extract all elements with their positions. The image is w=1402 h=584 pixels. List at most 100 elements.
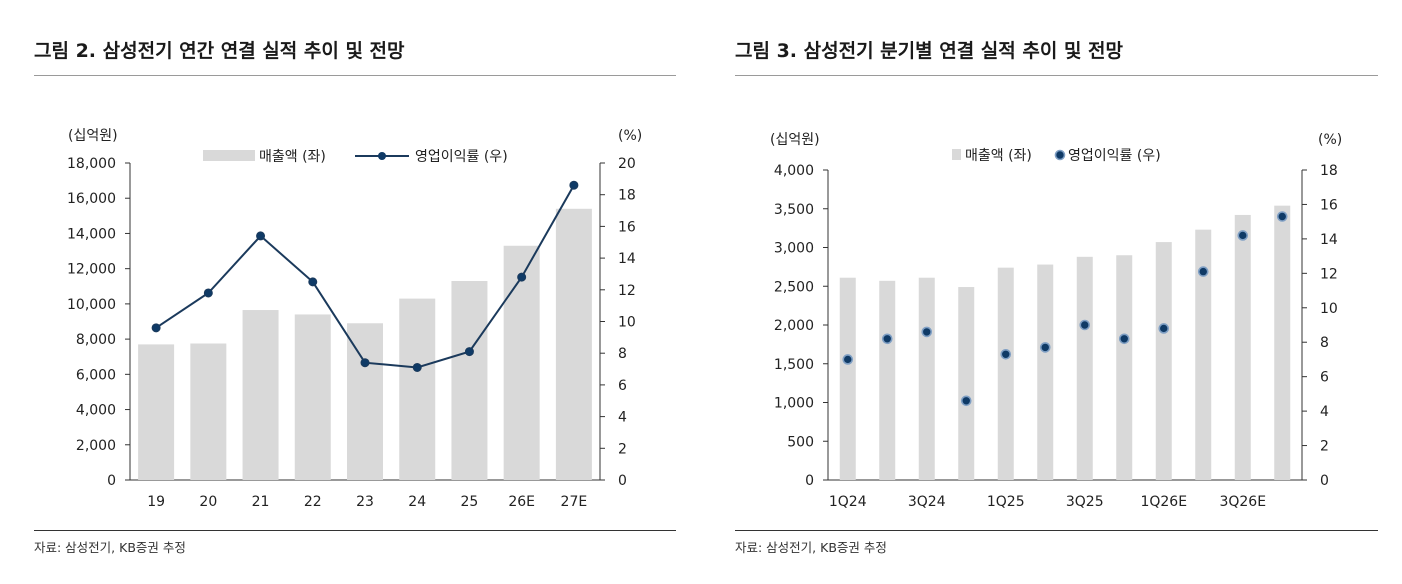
x-tick-label: 3Q24 — [908, 494, 946, 510]
source-note: 자료: 삼성전기, KB증권 추정 — [34, 540, 186, 555]
legend-line-label: 영업이익률 (우) — [415, 149, 508, 165]
right-tick-label: 2 — [618, 441, 627, 457]
annual-chart: 0 2,000 4,000 6,000 8,000 10,000 12,000 14,000 1… — [67, 128, 642, 510]
bar-2Q26E — [1195, 229, 1212, 480]
left-tick-label: 2,000 — [76, 438, 116, 454]
bar-1Q25 — [997, 267, 1014, 480]
right-tick-label: 2 — [1320, 439, 1329, 455]
left-tick-label: 4,000 — [76, 403, 116, 419]
left-tick-label: 500 — [787, 434, 814, 450]
right-tick-label: 16 — [618, 219, 636, 235]
right-tick-label: 4 — [1320, 404, 1329, 420]
left-tick-label: 14,000 — [67, 226, 116, 242]
bar-3Q25 — [1076, 256, 1093, 480]
bar-1Q26E — [1155, 242, 1172, 480]
margin-point-4Q24 — [960, 395, 972, 407]
left-tick-label: 0 — [805, 473, 814, 489]
bar-3Q24 — [918, 277, 935, 480]
right-tick-label: 16 — [1320, 197, 1338, 213]
left-tick-label: 12,000 — [67, 262, 116, 278]
margin-point-22 — [308, 277, 318, 287]
right-tick-label: 10 — [1320, 301, 1338, 317]
source-divider — [34, 530, 676, 531]
right-tick-label: 0 — [1320, 473, 1329, 489]
x-tick-label: 23 — [356, 494, 374, 510]
right-tick-label: 12 — [618, 283, 636, 299]
right-tick-label: 8 — [618, 346, 627, 362]
bar-23 — [347, 323, 383, 480]
figure-title: 그림 2. 삼성전기 연간 연결 실적 추이 및 전망 — [34, 40, 405, 62]
figure-panel-annual: 그림 2. 삼성전기 연간 연결 실적 추이 및 전망 0 2,000 4,000 6… — [0, 0, 700, 584]
margin-point-1Q24 — [842, 354, 854, 365]
x-tick-label: 19 — [147, 494, 165, 510]
x-tick-label: 25 — [461, 494, 479, 510]
margin-point-21 — [256, 231, 266, 241]
right-tick-label: 14 — [1320, 232, 1338, 248]
margin-point-4Q26E — [1276, 211, 1288, 222]
margin-point-3Q24 — [921, 326, 933, 338]
left-tick-label: 8,000 — [76, 332, 116, 348]
right-tick-label: 12 — [1320, 266, 1338, 282]
left-tick-label: 2,000 — [774, 318, 814, 334]
left-tick-label: 1,000 — [774, 396, 814, 412]
margin-point-26E — [517, 272, 527, 282]
right-tick-label: 6 — [1320, 370, 1329, 386]
right-tick-label: 0 — [618, 473, 627, 489]
x-tick-label: 3Q25 — [1066, 494, 1104, 510]
bar-19 — [138, 344, 175, 480]
left-tick-label: 0 — [107, 473, 116, 489]
left-tick-label: 1,500 — [774, 357, 814, 373]
margin-point-3Q25 — [1079, 319, 1091, 331]
legend-bar-swatch — [203, 150, 255, 161]
margin-point-25 — [464, 347, 474, 357]
right-tick-label: 18 — [1320, 163, 1338, 179]
quarterly-chart: 0 500 1,000 1,500 2,000 2,500 3,000 3,500 4,000 0… — [770, 132, 1342, 510]
x-tick-label: 1Q24 — [829, 494, 867, 510]
right-tick-label: 20 — [618, 156, 636, 172]
left-tick-label: 2,500 — [774, 279, 814, 295]
bar-22 — [294, 314, 331, 480]
left-axis-unit: (십억원) — [68, 128, 118, 144]
legend-point-marker — [1054, 149, 1066, 161]
bar-21 — [242, 310, 279, 480]
margin-point-20 — [203, 288, 213, 298]
right-tick-label: 4 — [618, 410, 627, 426]
source-divider — [735, 530, 1378, 531]
margin-point-2Q25 — [1039, 342, 1051, 353]
left-axis-unit: (십억원) — [770, 132, 820, 148]
left-tick-label: 4,000 — [774, 163, 814, 179]
margin-point-2Q24 — [881, 333, 893, 345]
bar-27E — [555, 208, 592, 481]
x-tick-label: 1Q26E — [1140, 494, 1187, 510]
title-divider — [735, 75, 1378, 76]
left-tick-label: 10,000 — [67, 297, 116, 313]
bar-4Q26E — [1274, 205, 1291, 480]
x-tick-label: 3Q26E — [1219, 494, 1266, 510]
bar-26E — [503, 245, 540, 480]
bar-4Q25 — [1116, 255, 1133, 480]
left-tick-label: 18,000 — [67, 156, 116, 172]
bar-3Q26E — [1234, 214, 1251, 480]
left-tick-label: 3,000 — [774, 241, 814, 257]
margin-point-3Q26E — [1237, 230, 1249, 241]
x-tick-label: 21 — [252, 494, 270, 510]
margin-point-2Q26E — [1197, 266, 1209, 277]
right-axis-unit: (%) — [1318, 132, 1342, 148]
figure-panel-quarterly: 그림 3. 삼성전기 분기별 연결 실적 추이 및 전망 0 500 1,000 1,… — [700, 0, 1402, 584]
margin-point-27E — [569, 180, 579, 190]
figure-title: 그림 3. 삼성전기 분기별 연결 실적 추이 및 전망 — [735, 40, 1123, 62]
x-tick-label: 24 — [408, 494, 426, 510]
margin-point-4Q25 — [1118, 333, 1130, 345]
margin-point-1Q26E — [1158, 323, 1170, 334]
x-tick-label: 20 — [199, 494, 217, 510]
bar-2Q24 — [879, 280, 896, 480]
x-tick-label: 26E — [508, 494, 535, 510]
bar-20 — [190, 343, 227, 480]
x-tick-label: 1Q25 — [987, 494, 1025, 510]
left-tick-label: 6,000 — [76, 367, 116, 383]
margin-point-1Q25 — [1000, 348, 1012, 360]
right-tick-label: 8 — [1320, 335, 1329, 351]
legend-bar-label: 매출액 (좌) — [965, 148, 1032, 164]
right-tick-label: 18 — [618, 188, 636, 204]
right-tick-label: 14 — [618, 251, 636, 267]
